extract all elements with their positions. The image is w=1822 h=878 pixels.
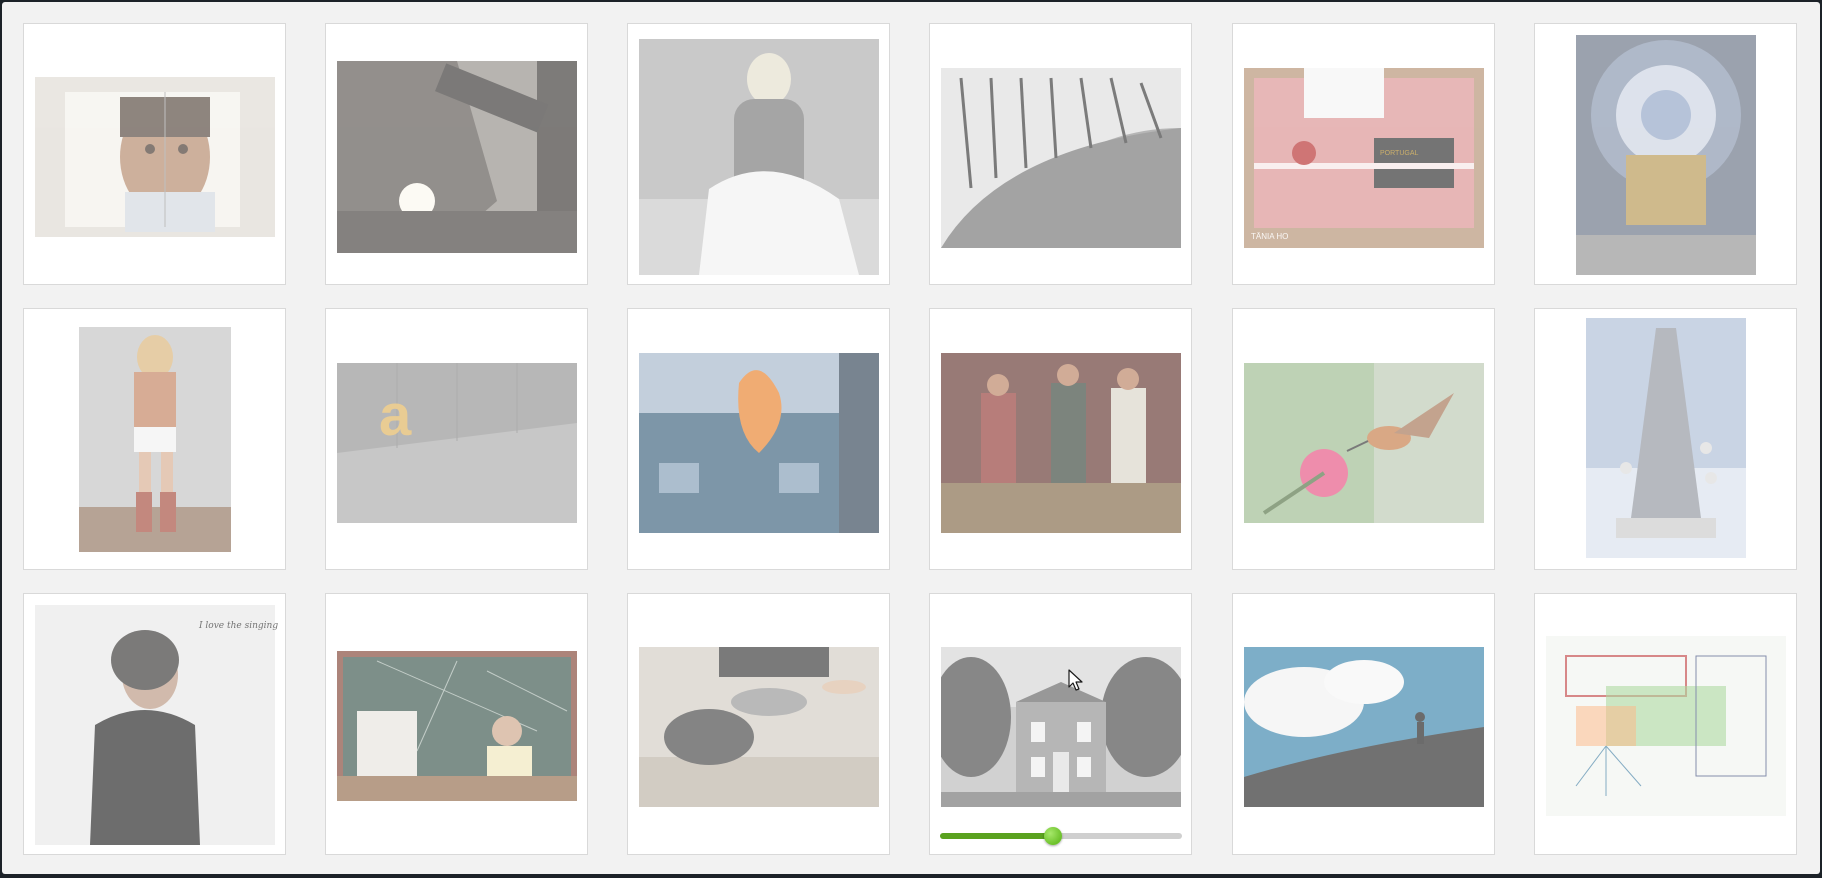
photo-tile[interactable] [627,593,890,855]
photo-tile[interactable] [929,593,1192,855]
photo-silhouette-hill [1244,647,1484,807]
photo-caption-text: TÂNIA HO [1251,232,1289,241]
photo-rock-band [941,353,1181,533]
photo-mind-map [1546,636,1786,816]
photo-woman-back [639,39,879,275]
zoom-slider[interactable] [940,827,1182,845]
photo-man-portrait [35,77,275,237]
photo-tile[interactable] [929,308,1192,570]
mouse-pointer-icon [1068,669,1084,691]
slider-fill [940,833,1053,839]
photo-tile[interactable] [325,23,588,285]
letter-a-text: a [379,383,412,448]
photo-tile[interactable] [929,23,1192,285]
photo-tile[interactable] [23,23,286,285]
photo-woman-black-top [35,605,275,845]
photo-tile[interactable] [627,308,890,570]
photo-silver-tower [1586,318,1746,558]
photo-tile[interactable]: I love the singing [23,593,286,855]
photo-tile[interactable]: a [325,308,588,570]
photo-tile[interactable] [23,308,286,570]
photo-tile[interactable] [1534,593,1797,855]
photo-tile[interactable] [325,593,588,855]
photo-boy-computer [337,651,577,801]
photo-tile[interactable] [1232,593,1495,855]
photo-tile[interactable] [627,23,890,285]
passport-label-text: PORTUGAL [1380,150,1419,157]
photo-typewriter-keys [941,68,1181,248]
photo-letter-a [337,363,577,523]
photo-passport-holder [1244,68,1484,248]
photo-girl-red-boots [79,327,231,552]
photo-tile[interactable] [1534,308,1797,570]
photo-tile[interactable] [1534,23,1797,285]
photo-happy-banner [337,61,577,253]
photo-house-fire [639,353,879,533]
photo-caption-text: I love the singing [199,621,279,631]
photo-dancers [639,647,879,807]
photo-tile[interactable]: TÂNIA HO PORTUGAL [1232,23,1495,285]
photo-cathedral-dome [1576,35,1756,275]
photo-house-bw [941,647,1181,807]
slider-thumb[interactable] [1043,827,1062,845]
photo-hummingbird [1244,363,1484,523]
photo-tile[interactable] [1232,308,1495,570]
